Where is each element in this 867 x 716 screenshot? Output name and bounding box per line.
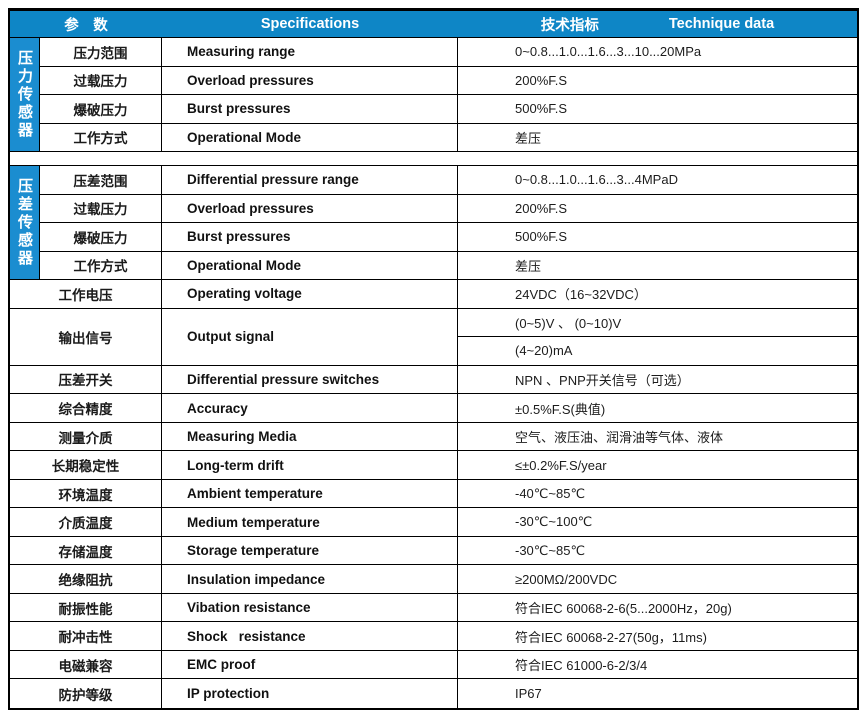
param-label: 过载压力 — [40, 194, 162, 224]
param-label: 压力范围 — [40, 38, 162, 67]
header-param: 参 数 — [10, 11, 162, 38]
spec-label: Shock resistance — [162, 622, 458, 651]
value-cell: 符合IEC 60068-2-6(5...2000Hz，20g) — [458, 594, 857, 623]
value-cell: 500%F.S — [458, 95, 857, 124]
param-label: 工作电压 — [10, 280, 162, 309]
header-value-en: Technique data — [668, 16, 775, 32]
spec-label: Differential pressure switches — [162, 365, 458, 395]
value-cell: 0~0.8...1.0...1.6...3...10...20MPa — [458, 38, 857, 67]
value-cell: ≥200MΩ/200VDC — [458, 565, 857, 594]
param-label: 爆破压力 — [40, 223, 162, 252]
spec-label: Differential pressure range — [162, 166, 458, 195]
value-cell: 符合IEC 60068-2-27(50g，11ms) — [458, 622, 857, 651]
param-label: 介质温度 — [10, 508, 162, 537]
section-label-pressure-sensor: 压力传感器 — [10, 38, 40, 153]
param-label: 爆破压力 — [40, 95, 162, 124]
spec-label: Storage temperature — [162, 536, 458, 566]
param-label: 绝缘阻抗 — [10, 565, 162, 594]
param-label: 测量介质 — [10, 422, 162, 452]
value-cell: 空气、液压油、润滑油等气体、液体 — [458, 423, 857, 452]
spec-label: IP protection — [162, 679, 458, 708]
value-cell: ≤±0.2%F.S/year — [458, 451, 857, 480]
value-cell: 0~0.8...1.0...1.6...3...4MPaD — [458, 166, 857, 195]
value-cell: (4~20)mA — [458, 337, 857, 366]
header-specifications: Specifications — [162, 11, 458, 38]
spec-label: Insulation impedance — [162, 565, 458, 594]
spec-label: Overload pressures — [162, 66, 458, 96]
spec-label: Operational Mode — [162, 123, 458, 153]
param-label: 过载压力 — [40, 66, 162, 96]
spec-label: EMC proof — [162, 650, 458, 680]
value-cell: 200%F.S — [458, 195, 857, 224]
value-cell: 符合IEC 61000-6-2/3/4 — [458, 651, 857, 680]
header-value-zh: 技术指标 — [540, 17, 599, 34]
param-label: 存储温度 — [10, 536, 162, 566]
spec-table: 参 数 Specifications 技术指标 Technique data 压… — [8, 8, 859, 710]
param-label: 工作方式 — [40, 251, 162, 281]
param-label: 压差开关 — [10, 365, 162, 395]
spec-label: Burst pressures — [162, 95, 458, 124]
value-cell: 差压 — [458, 252, 857, 281]
param-label: 环境温度 — [10, 479, 162, 509]
value-cell: -30℃~85℃ — [458, 537, 857, 566]
section-divider — [10, 152, 857, 167]
value-cell: -40℃~85℃ — [458, 480, 857, 509]
value-cell: IP67 — [515, 686, 542, 702]
spec-label: Medium temperature — [162, 508, 458, 537]
param-label: 耐振性能 — [10, 593, 162, 623]
value-cell: (0~5)V 、 (0~10)V — [458, 309, 857, 338]
spec-label: Burst pressures — [162, 223, 458, 252]
param-label: 输出信号 — [10, 308, 162, 366]
spec-label: Operational Mode — [162, 251, 458, 281]
value-cell: 差压 — [458, 124, 857, 153]
param-label: 工作方式 — [40, 123, 162, 153]
spec-label: Ambient temperature — [162, 479, 458, 509]
spec-label: Vibation resistance — [162, 593, 458, 623]
param-label: 防护等级 — [10, 679, 162, 708]
param-label: 压差范围 — [40, 166, 162, 195]
param-label: 电磁兼容 — [10, 650, 162, 680]
value-cell: 200%F.S — [458, 67, 857, 96]
spec-label: Measuring Media — [162, 422, 458, 452]
spec-label: Overload pressures — [162, 194, 458, 224]
header-technique-data: 技术指标 Technique data — [458, 11, 857, 38]
param-label: 长期稳定性 — [10, 451, 162, 480]
value-cell: -30℃~100℃ — [458, 508, 857, 537]
spec-label: Measuring range — [162, 38, 458, 67]
section-label-differential-pressure-sensor: 压差传感器 — [10, 166, 40, 281]
spec-label: Output signal — [162, 308, 458, 366]
value-cell: 24VDC（16~32VDC） — [458, 280, 857, 309]
spec-label: Long-term drift — [162, 451, 458, 480]
value-cell: ±0.5%F.S(典值) — [458, 394, 857, 423]
spec-label: Operating voltage — [162, 280, 458, 309]
spec-label: Accuracy — [162, 394, 458, 423]
param-label: 耐冲击性 — [10, 622, 162, 651]
value-cell: 500%F.S — [458, 223, 857, 252]
param-label: 综合精度 — [10, 394, 162, 423]
value-cell: NPN 、PNP开关信号（可选） — [458, 366, 857, 395]
